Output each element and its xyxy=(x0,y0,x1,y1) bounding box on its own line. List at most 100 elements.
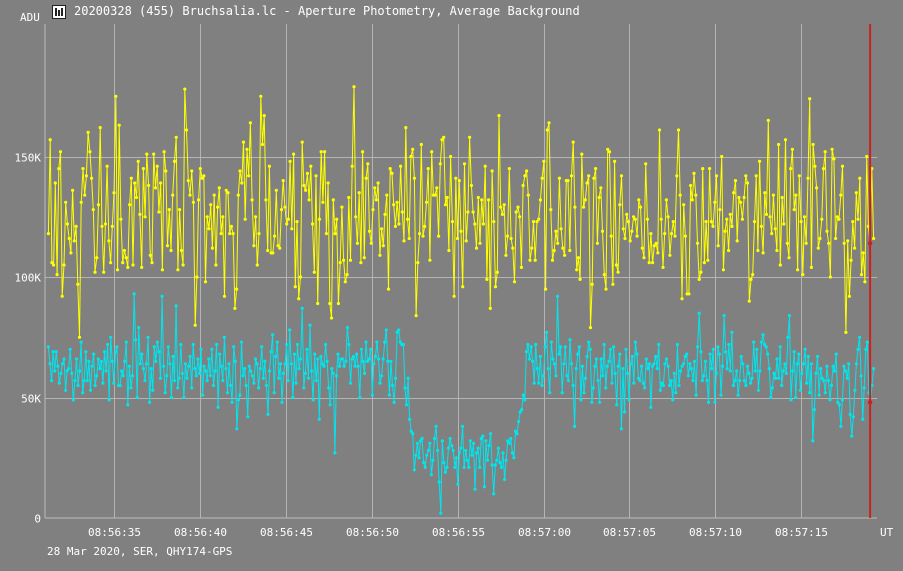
data-point xyxy=(545,330,549,334)
data-point xyxy=(528,258,532,262)
data-point xyxy=(381,357,385,361)
data-point xyxy=(713,400,717,404)
data-point xyxy=(482,485,486,489)
data-point xyxy=(666,364,670,368)
data-point xyxy=(90,176,94,180)
data-point xyxy=(407,236,411,241)
data-point xyxy=(166,345,170,349)
data-point xyxy=(231,232,235,236)
data-point xyxy=(109,261,113,265)
data-point xyxy=(699,270,703,274)
data-point xyxy=(431,458,435,462)
data-point xyxy=(202,364,206,368)
data-point xyxy=(625,212,629,216)
data-point xyxy=(157,350,161,354)
data-point xyxy=(616,364,620,368)
data-point xyxy=(628,239,632,243)
data-point xyxy=(769,395,773,400)
x-tick-label: 08:56:50 xyxy=(346,526,399,539)
data-point xyxy=(437,480,441,484)
data-point xyxy=(669,379,673,383)
data-point xyxy=(507,167,511,171)
data-point xyxy=(630,354,634,359)
data-point xyxy=(81,391,85,395)
lightcurve-app-icon[interactable] xyxy=(52,5,66,19)
data-point xyxy=(86,130,90,134)
data-point xyxy=(602,273,606,277)
data-point xyxy=(531,220,536,224)
axis-labels: 0 50K 100K 150K 08:56:35 08:56:40 08:56:45 08:5… xyxy=(15,11,894,539)
data-point xyxy=(136,159,140,163)
data-point xyxy=(476,446,480,450)
data-point xyxy=(357,191,361,195)
data-point xyxy=(517,420,521,424)
time-cursor[interactable] xyxy=(867,24,873,518)
data-point xyxy=(819,367,823,371)
data-point xyxy=(504,253,508,257)
data-point xyxy=(353,364,357,368)
data-point xyxy=(272,391,276,395)
data-point xyxy=(861,417,865,421)
data-point xyxy=(664,198,669,202)
data-point xyxy=(612,345,616,349)
data-point xyxy=(76,383,80,388)
data-point xyxy=(717,352,722,356)
data-point xyxy=(733,379,737,383)
data-point xyxy=(159,181,163,185)
data-point xyxy=(479,436,483,441)
data-point xyxy=(663,232,667,236)
data-point xyxy=(297,367,301,371)
data-point xyxy=(286,379,290,383)
data-point xyxy=(602,342,606,347)
data-point xyxy=(861,251,865,255)
data-point xyxy=(350,164,354,168)
data-point xyxy=(236,193,240,197)
data-point xyxy=(177,376,181,380)
data-point xyxy=(644,357,648,361)
data-point xyxy=(562,362,566,366)
data-point xyxy=(68,347,72,351)
data-point xyxy=(293,285,297,289)
data-point xyxy=(205,379,209,383)
series-1 xyxy=(46,85,876,339)
data-point xyxy=(775,357,779,361)
data-point xyxy=(322,364,326,368)
data-point xyxy=(773,376,778,380)
data-point xyxy=(579,398,583,402)
data-point xyxy=(71,188,75,192)
data-point xyxy=(721,268,726,272)
data-point xyxy=(643,386,647,390)
data-point xyxy=(554,229,558,233)
data-point xyxy=(328,403,332,407)
data-point xyxy=(611,282,615,286)
data-point xyxy=(158,376,163,380)
data-point xyxy=(697,311,701,315)
data-point xyxy=(324,342,328,347)
data-point xyxy=(196,357,200,361)
data-point xyxy=(271,333,275,337)
data-point xyxy=(656,251,660,255)
data-point xyxy=(706,400,711,404)
data-point xyxy=(657,342,661,347)
x-tick-label: 08:57:05 xyxy=(603,526,656,539)
data-point xyxy=(614,263,619,267)
data-point xyxy=(692,359,697,363)
data-point xyxy=(619,174,624,178)
data-point xyxy=(792,350,796,354)
data-point xyxy=(179,342,183,347)
data-point xyxy=(490,463,494,467)
data-point xyxy=(687,292,691,296)
data-point xyxy=(420,436,424,441)
data-point xyxy=(805,381,809,385)
data-point xyxy=(621,227,625,231)
data-point xyxy=(88,150,92,154)
data-point xyxy=(820,217,824,221)
data-point xyxy=(792,208,796,212)
data-point xyxy=(398,340,402,344)
data-point xyxy=(610,381,614,385)
data-point xyxy=(235,427,239,431)
data-point xyxy=(759,340,764,344)
data-point xyxy=(464,239,468,243)
data-point xyxy=(370,393,374,397)
